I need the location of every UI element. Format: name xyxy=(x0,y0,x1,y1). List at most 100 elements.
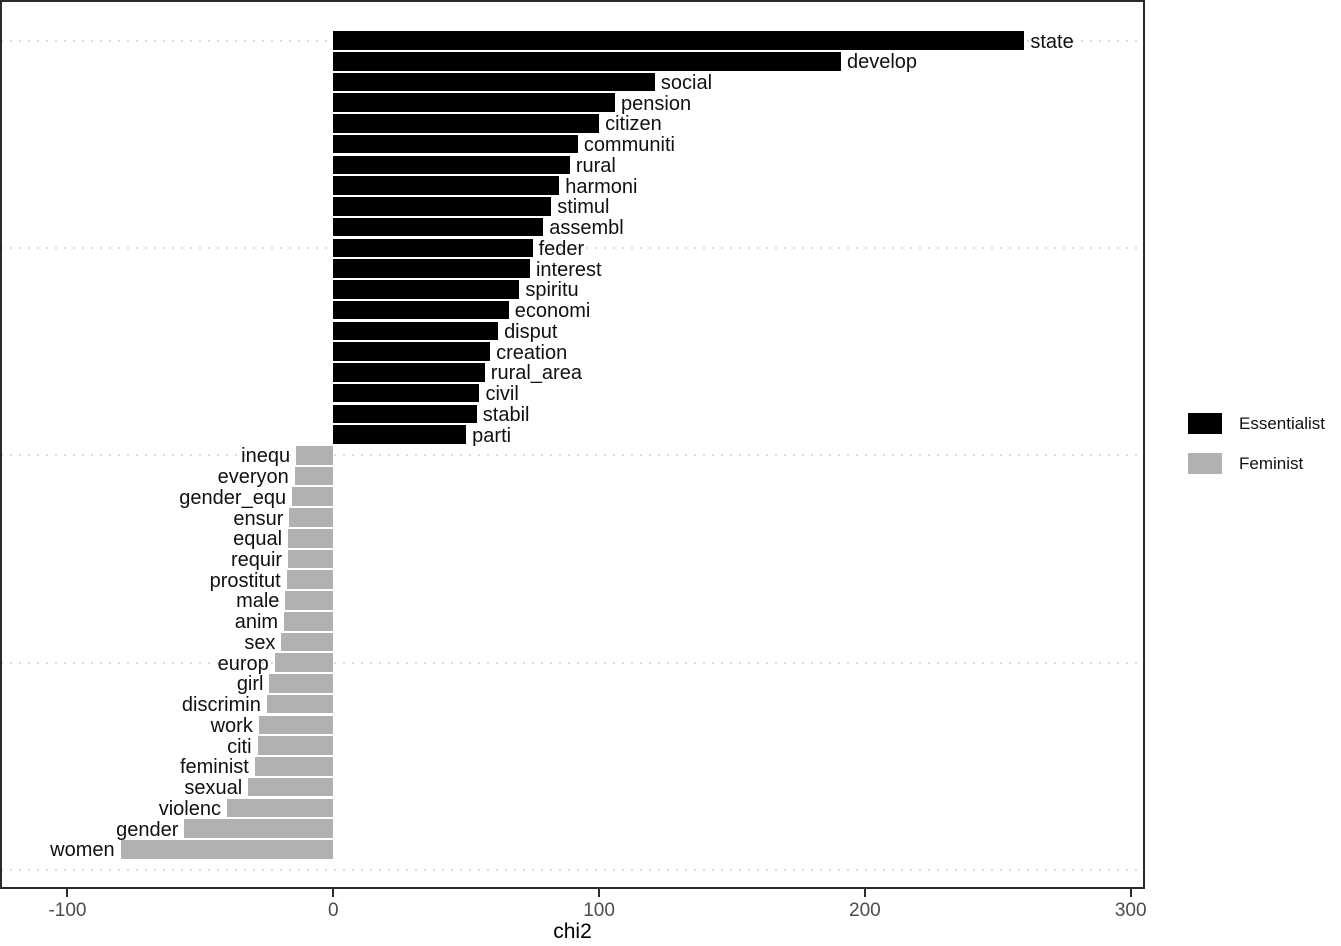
bar-label-inequ: inequ xyxy=(241,445,291,468)
bar-label-violenc: violenc xyxy=(158,797,221,820)
bar-assembl xyxy=(333,217,544,237)
bar-label-rural: rural xyxy=(575,154,616,177)
bar-label-citi: citi xyxy=(227,735,252,758)
bar-label-feminist: feminist xyxy=(179,756,249,779)
x-axis-title: chi2 xyxy=(553,920,592,943)
x-tick-label: 100 xyxy=(583,900,615,921)
bar-label-spiritu: spiritu xyxy=(525,279,579,302)
bar-everyon xyxy=(294,466,334,486)
bar-requir xyxy=(288,549,334,569)
bar-rural_area xyxy=(333,363,485,382)
bar-ensur xyxy=(289,508,334,527)
bar-sex xyxy=(281,632,334,652)
bar-pension xyxy=(333,93,616,112)
bar-creation xyxy=(333,342,491,361)
bar-violenc xyxy=(226,798,334,818)
bar-label-gender_equ: gender_equ xyxy=(179,486,287,509)
legend-label-essentialist: Essentialist xyxy=(1239,413,1325,433)
bar-feder xyxy=(333,238,533,258)
bar-label-everyon: everyon xyxy=(217,466,289,489)
bar-label-stabil: stabil xyxy=(482,403,530,426)
bar-prostitut xyxy=(286,570,334,590)
x-tick xyxy=(863,889,866,897)
bar-label-develop: develop xyxy=(846,51,918,74)
x-tick-label: 0 xyxy=(327,900,339,921)
legend: Essentialist Feminist xyxy=(1188,413,1325,493)
legend-swatch-feminist xyxy=(1188,453,1222,474)
bar-stimul xyxy=(333,197,552,216)
bar-label-feder: feder xyxy=(538,237,585,260)
bar-gender_equ xyxy=(292,487,334,507)
y-gridline xyxy=(1,246,1144,249)
bar-harmoni xyxy=(333,176,560,195)
bar-economi xyxy=(333,300,509,320)
bar-label-work: work xyxy=(210,714,253,737)
bar-girl xyxy=(269,674,334,693)
x-tick-label: 300 xyxy=(1114,900,1147,921)
bar-label-discrimin: discrimin xyxy=(181,694,261,717)
y-gridline xyxy=(1,869,1144,872)
bar-disput xyxy=(333,321,499,341)
x-tick-label: 200 xyxy=(849,900,881,921)
y-gridline xyxy=(1,454,1144,457)
y-gridline xyxy=(1,661,1144,664)
bar-label-disput: disput xyxy=(504,320,558,343)
bar-equal xyxy=(288,528,334,548)
legend-item-essentialist: Essentialist xyxy=(1188,413,1325,434)
bar-spiritu xyxy=(333,280,520,299)
bar-label-requir: requir xyxy=(230,549,283,571)
bar-citizen xyxy=(333,114,600,133)
bar-label-prostitut: prostitut xyxy=(209,569,281,592)
bar-label-women: women xyxy=(50,839,115,862)
bar-interest xyxy=(333,259,530,278)
bar-label-male: male xyxy=(236,590,280,613)
bar-gender xyxy=(184,819,334,838)
bar-label-rural_area: rural_area xyxy=(490,362,582,385)
bar-anim xyxy=(284,611,334,631)
bar-label-sex: sex xyxy=(244,631,276,654)
bar-label-social: social xyxy=(660,71,713,94)
bar-rural xyxy=(333,155,570,175)
bar-social xyxy=(333,72,655,92)
bar-label-creation: creation xyxy=(496,341,568,364)
bar-label-sexual: sexual xyxy=(184,777,243,800)
legend-label-feminist: Feminist xyxy=(1239,453,1304,473)
bar-label-anim: anim xyxy=(234,611,279,634)
bar-develop xyxy=(333,51,841,71)
bar-label-girl: girl xyxy=(236,673,264,696)
legend-swatch-essentialist xyxy=(1188,413,1222,434)
bar-civil xyxy=(333,383,480,403)
bar-feminist xyxy=(254,757,334,776)
x-tick xyxy=(66,889,69,897)
bar-label-gender: gender xyxy=(116,818,179,841)
bar-label-ensur: ensur xyxy=(233,507,284,530)
bar-state xyxy=(333,31,1025,50)
bar-label-state: state xyxy=(1030,30,1074,53)
bar-label-economi: economi xyxy=(514,300,591,323)
bar-parti xyxy=(333,425,467,444)
bar-label-civil: civil xyxy=(485,383,519,406)
plot-panel-border xyxy=(0,0,1145,889)
bar-stabil xyxy=(333,404,477,424)
bar-women xyxy=(120,840,334,859)
legend-item-feminist: Feminist xyxy=(1188,453,1325,474)
bar-work xyxy=(258,715,334,735)
bar-label-europ: europ xyxy=(217,652,269,675)
bar-communiti xyxy=(333,134,578,154)
bar-label-communiti: communiti xyxy=(583,134,675,157)
x-tick-label: -100 xyxy=(48,900,87,921)
bar-inequ xyxy=(296,446,334,465)
x-tick xyxy=(598,889,601,897)
bar-male xyxy=(285,591,334,610)
bar-europ xyxy=(274,653,334,672)
bar-label-assembl: assembl xyxy=(549,217,624,240)
bar-sexual xyxy=(248,777,334,797)
bar-label-parti: parti xyxy=(472,424,512,447)
bar-discrimin xyxy=(266,694,334,714)
x-tick xyxy=(332,889,335,897)
x-tick xyxy=(1129,889,1132,897)
bar-label-equal: equal xyxy=(233,528,283,551)
bar-citi xyxy=(257,736,334,755)
bar-label-stimul: stimul xyxy=(557,196,610,219)
